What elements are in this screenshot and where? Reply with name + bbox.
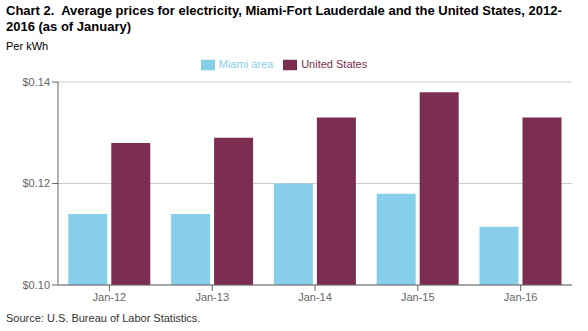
html-text:Source: U.S. Bureau of Labor S: Source: U.S. Bureau of Labor Statistics. bbox=[6, 312, 201, 324]
svg-text:Jan-13: Jan-13 bbox=[195, 291, 229, 303]
svg-text:Jan-12: Jan-12 bbox=[93, 291, 127, 303]
html-text:Per kWh: Per kWh bbox=[6, 40, 49, 52]
svg-text:$0.14: $0.14 bbox=[22, 76, 50, 88]
svg-text:Jan-14: Jan-14 bbox=[298, 291, 332, 303]
svg-text:Jan-15: Jan-15 bbox=[401, 291, 435, 303]
html-text:Miami area: Miami area bbox=[218, 58, 274, 70]
html-text:Chart 2. Average prices for el: Chart 2. Average prices for electricity,… bbox=[6, 3, 562, 34]
svg-text:$0.12: $0.12 bbox=[22, 177, 50, 189]
svg-text:$0.10: $0.10 bbox=[22, 279, 50, 291]
html-text:United States: United States bbox=[301, 58, 368, 70]
svg-text:Jan-16: Jan-16 bbox=[504, 291, 538, 303]
